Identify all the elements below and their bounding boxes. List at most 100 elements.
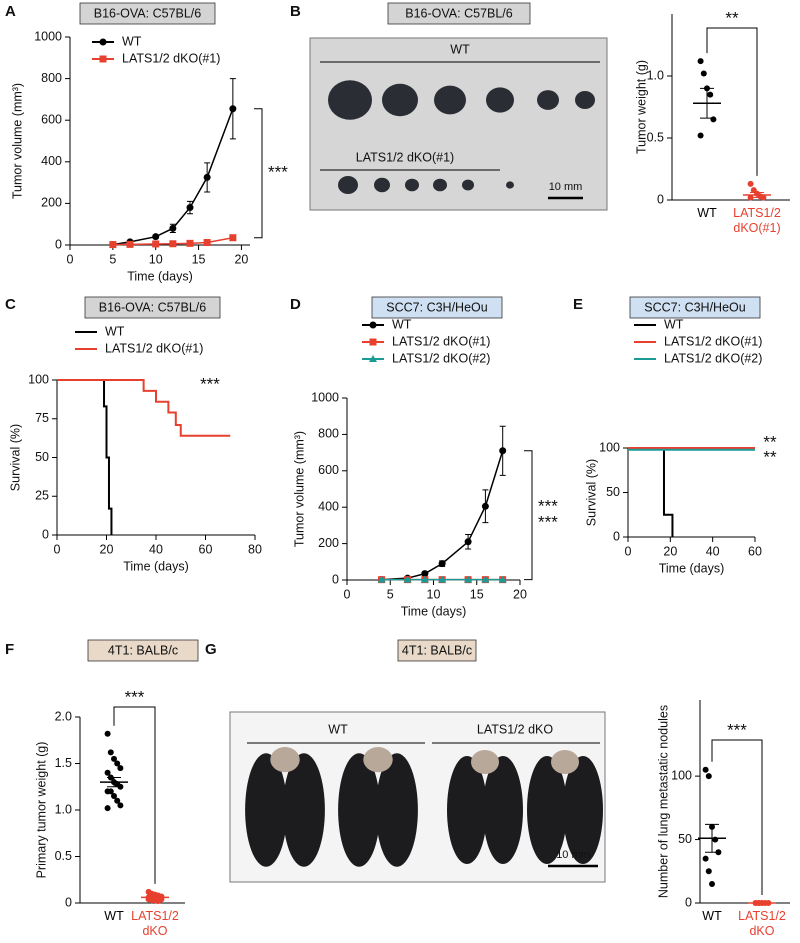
y-tick-label: 200 [318,536,339,550]
header-box [87,639,199,662]
y-tick-label: 400 [41,154,62,168]
data-point [464,538,472,546]
significance: ** [725,8,739,27]
survival-curve [57,379,113,535]
legend-label: LATS1/2 dKO(#1) [664,334,762,348]
data-point [712,836,719,843]
data-point [697,58,704,65]
trachea [551,750,579,774]
significance-bracket [706,27,758,176]
lung-lobe [483,756,523,864]
header-box [84,296,221,319]
data-point [203,173,211,181]
x-tick-label: 0 [625,544,632,558]
legend-label: LATS1/2 dKO(#1) [105,341,203,355]
header-text: 4T1: BALB/c [108,643,178,657]
photo-frame [309,37,608,211]
category-label: LATS1/2 dKO [738,909,786,938]
significance: *** [200,374,220,393]
header-box [79,2,216,25]
category-label: WT [104,909,124,923]
header-text: SCC7: C3H/HeOu [386,300,487,314]
y-tick-label: 0 [657,192,664,206]
scale-label: 10 mm [549,181,583,193]
undefined [369,321,377,329]
sem-bar [705,823,719,853]
y-tick-label: 0.5 [647,130,664,144]
panel-letter: E [573,296,583,313]
data-point [710,116,717,123]
x-tick-label: 20 [234,252,248,266]
legend-label: LATS1/2 dKO(#2) [392,351,490,365]
x-tick-label: 40 [149,542,163,556]
y-tick-label: 100 [28,372,49,386]
x-tick-label: 0 [344,587,351,601]
y-tick-label: 400 [318,499,339,513]
x-axis-label: Time (days) [659,561,725,575]
data-point [438,560,446,568]
sem-bar [750,192,764,199]
lung-lobe [447,756,487,864]
panel-letter: C [5,296,16,313]
header-text: B16-OVA: C57BL/6 [99,300,207,314]
y-tick-label: 600 [41,112,62,126]
data-point [709,880,715,887]
tumor [537,90,559,110]
data-point [104,730,111,737]
header-text: SCC7: C3H/HeOu [644,300,745,314]
significance: *** [125,687,145,706]
significance-bracket [524,450,533,581]
lung-lobe [375,753,418,867]
data-point [705,773,712,780]
x-tick-label: 15 [192,252,206,266]
legend-label: WT [105,324,125,338]
data-point [104,805,111,812]
tumor [338,176,358,194]
group-label: WT [328,722,348,736]
data-point [705,868,712,875]
y-tick-label: 2.0 [55,709,72,723]
x-tick-label: 20 [100,542,114,556]
y-tick-label: 1.0 [55,802,72,816]
y-tick-label: 800 [41,71,62,85]
sem-bar [148,895,162,899]
significance: *** [268,163,288,182]
y-axis-label: Number of lung metastatic nodules [656,705,670,898]
data-point [114,760,121,767]
y-tick-label: 50 [35,450,49,464]
panel-letter: B [290,3,301,20]
legend-label: WT [122,34,142,48]
header-text: B16-OVA: C57BL/6 [405,6,513,20]
y-tick-label: 0 [55,237,62,251]
y-tick-label: 25 [35,489,49,503]
x-tick-label: 5 [387,587,394,601]
data-point [420,575,429,583]
panel-letter: F [5,641,14,658]
tumor [433,178,447,192]
significance: ** [763,447,777,466]
y-axis-label: Tumor volume (mm³) [292,431,306,547]
x-tick-label: 10 [427,587,441,601]
significance: *** [538,513,558,532]
y-tick-label: 1000 [34,29,62,43]
data-point [403,575,412,583]
scale-label: 10 mm [556,849,590,861]
panel-letter: D [290,296,301,313]
data-point [438,575,447,583]
data-point [377,575,386,583]
data-point [186,204,194,212]
data-point [114,797,121,804]
tumor [462,179,474,191]
group-label: LATS1/2 dKO [477,722,553,736]
x-tick-label: 5 [109,252,116,266]
significance-bracket [711,739,763,895]
data-point [702,855,709,862]
x-tick-label: 60 [199,542,213,556]
lung-lobe [338,753,381,867]
undefined [99,38,107,46]
tumor [575,91,595,109]
category-label: LATS1/2 dKO(#1) [733,206,781,235]
significance: *** [538,497,558,516]
x-tick-label: 40 [706,544,720,558]
